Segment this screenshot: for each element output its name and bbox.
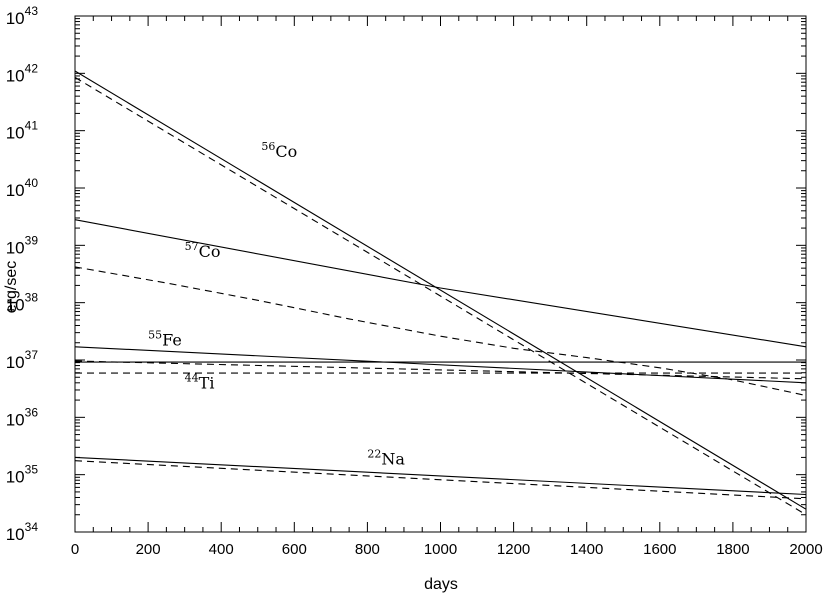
plot-frame (74, 15, 807, 533)
series-line (74, 346, 807, 384)
x-tick-label: 1200 (497, 541, 530, 558)
y-tick-label: 1043 (6, 4, 39, 28)
x-tick-label: 1800 (716, 541, 749, 558)
y-tick-label: 1039 (6, 233, 39, 257)
series-line (74, 266, 807, 397)
series-line (74, 70, 807, 510)
isotope-label: 22Na (367, 448, 405, 469)
x-tick-label: 200 (136, 541, 161, 558)
x-tick-label: 1400 (570, 541, 603, 558)
series-line (74, 219, 807, 348)
x-tick-label: 400 (209, 541, 234, 558)
y-tick-label: 1035 (6, 463, 39, 487)
isotope-label: 56Co (261, 140, 297, 161)
isotope-label: 57Co (185, 240, 221, 261)
isotope-label: 55Fe (148, 328, 182, 349)
y-tick-label: 1040 (6, 176, 39, 200)
x-tick-label: 2000 (789, 541, 822, 558)
x-axis-label: days (424, 576, 458, 593)
y-tick-label: 1041 (6, 119, 39, 143)
series-lines (74, 70, 807, 516)
x-tick-labels: 0 200 400 600 800 1000 1200 1400 1600 1800 2000 (71, 541, 823, 558)
series-line (74, 460, 807, 500)
y-tick-label: 1037 (6, 348, 39, 372)
y-tick-label: 1034 (6, 520, 39, 544)
y-tick-label: 1036 (6, 405, 39, 429)
y-tick-labels: 1034 1035 1036 1037 1038 1039 1040 1041 1042 1043 (6, 4, 39, 544)
series-line (74, 360, 807, 380)
x-tick-label: 1600 (643, 541, 676, 558)
x-tick-label: 800 (355, 541, 380, 558)
series-line (74, 76, 807, 516)
y-tick-label: 1042 (6, 61, 39, 85)
x-tick-label: 1000 (424, 541, 457, 558)
x-tick-label: 0 (71, 541, 79, 558)
curve-labels: 56Co 57Co 55Fe 44Ti 22Na (148, 140, 405, 469)
series-line (74, 456, 807, 496)
isotope-label: 44Ti (185, 371, 215, 392)
y-tick-label: 1038 (6, 291, 39, 315)
y-axis-label: erg/sec (3, 261, 20, 313)
axis-ticks (74, 15, 807, 533)
x-tick-label: 600 (282, 541, 307, 558)
